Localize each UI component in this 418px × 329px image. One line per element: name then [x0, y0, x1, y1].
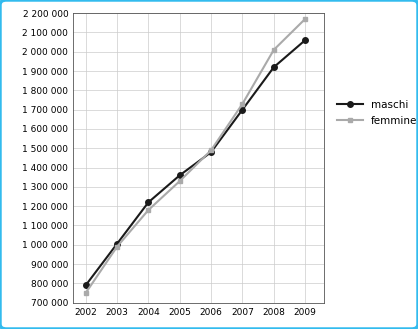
maschi [146, 200, 151, 204]
maschi [271, 65, 276, 69]
Line: femmine: femmine [83, 16, 308, 295]
femmine [83, 291, 88, 295]
Line: maschi: maschi [83, 38, 308, 288]
maschi [303, 38, 308, 42]
Legend: maschi, femmine: maschi, femmine [336, 99, 418, 126]
femmine [240, 102, 245, 106]
femmine [303, 17, 308, 21]
femmine [115, 245, 120, 249]
femmine [146, 208, 151, 212]
maschi [209, 150, 214, 154]
femmine [177, 179, 182, 183]
maschi [83, 283, 88, 287]
femmine [209, 148, 214, 152]
maschi [115, 242, 120, 246]
femmine [271, 48, 276, 52]
maschi [177, 173, 182, 177]
maschi [240, 108, 245, 112]
